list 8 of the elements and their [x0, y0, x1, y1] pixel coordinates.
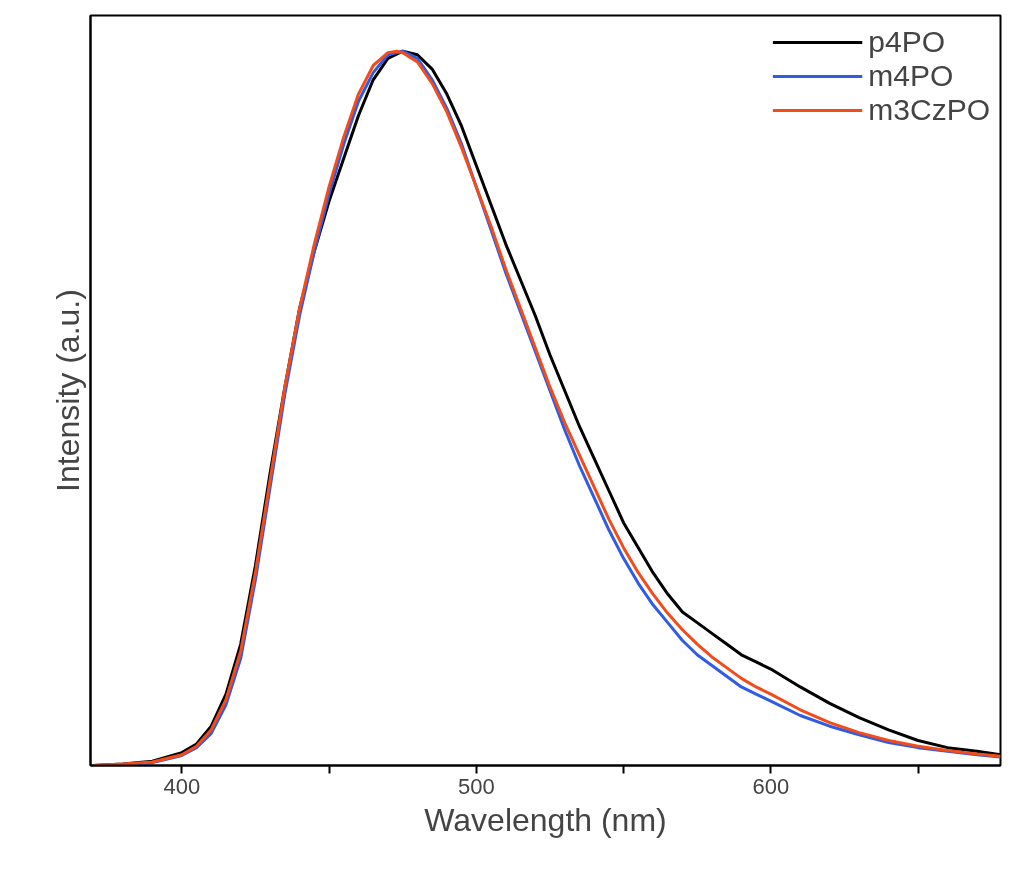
- x-tick-label: 500: [457, 773, 495, 799]
- x-tick-label: 400: [163, 773, 201, 799]
- legend-label: m4PO: [868, 59, 954, 93]
- legend-label: m3CzPO: [868, 93, 990, 127]
- x-axis-title: Wavelength (nm): [424, 801, 667, 838]
- x-tick-label: 600: [752, 773, 790, 799]
- legend-label: p4PO: [868, 25, 946, 59]
- y-axis-title: Intensity (a.u.): [49, 289, 86, 492]
